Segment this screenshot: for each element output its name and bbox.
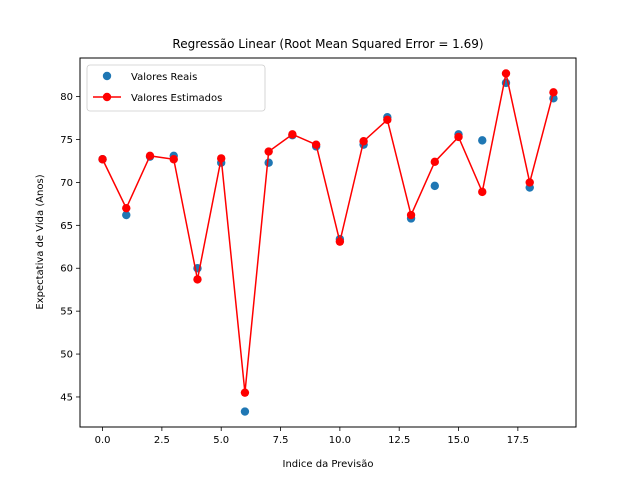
- estimated-value-point: [217, 154, 226, 163]
- estimated-value-point: [122, 203, 131, 213]
- estimated-value-point: [406, 210, 416, 220]
- y-tick-label: 80: [60, 92, 73, 103]
- estimated-value-point: [454, 132, 463, 142]
- x-axis-label: Indice da Previsão: [283, 459, 374, 470]
- estimated-value-point: [193, 275, 202, 284]
- legend-box: [86, 64, 266, 112]
- legend-estimated-marker: [102, 92, 112, 102]
- estimated-value-point: [430, 157, 439, 167]
- y-tick-label: 50: [60, 350, 73, 361]
- estimated-value-point: [549, 88, 558, 97]
- y-tick-label: 55: [60, 307, 73, 318]
- y-tick-label: 75: [60, 135, 73, 146]
- x-tick-label: 10.0: [329, 435, 351, 446]
- chart-title: Regressão Linear (Root Mean Squared Erro…: [172, 37, 483, 51]
- y-tick-label: 60: [60, 264, 73, 275]
- estimated-value-point: [288, 130, 297, 139]
- real-value-point: [430, 181, 439, 191]
- legend-estimated-label: Valores Estimados: [131, 93, 222, 104]
- x-tick-label: 7.5: [273, 435, 289, 446]
- legend-real-marker: [102, 71, 112, 81]
- legend-real-label: Valores Reais: [131, 72, 197, 83]
- estimated-series-line: [101, 73, 555, 393]
- x-tick-label: 12.5: [388, 435, 410, 446]
- y-axis-label: Expectativa de Vida (Anos): [35, 174, 46, 309]
- estimated-value-point: [264, 147, 273, 156]
- x-tick-label: 15.0: [447, 435, 469, 446]
- estimated-value-point: [359, 137, 368, 146]
- y-tick-label: 70: [60, 178, 73, 189]
- estimated-value-point: [240, 388, 250, 397]
- real-value-point: [122, 210, 131, 220]
- estimated-value-point: [525, 178, 534, 187]
- legend: Valores Reais Valores Estimados: [86, 64, 266, 112]
- estimated-value-point: [478, 187, 487, 197]
- x-tick-label: 0.0: [95, 435, 111, 446]
- estimated-value-point: [311, 140, 321, 149]
- estimated-value-point: [501, 69, 511, 78]
- real-value-point: [264, 158, 273, 167]
- x-tick-label: 17.5: [507, 435, 529, 446]
- plot-area-frame: [79, 57, 577, 428]
- estimated-value-point: [335, 237, 345, 246]
- estimated-value-point: [98, 155, 107, 164]
- real-value-point: [478, 136, 487, 145]
- x-tick-label: 2.5: [154, 435, 170, 446]
- estimated-value-point: [145, 151, 155, 161]
- x-tick-label: 5.0: [213, 435, 229, 446]
- y-tick-label: 65: [60, 221, 73, 232]
- real-value-point: [240, 407, 250, 416]
- estimated-value-point: [169, 155, 178, 164]
- y-tick-label: 45: [60, 392, 73, 403]
- estimated-value-point: [383, 115, 392, 124]
